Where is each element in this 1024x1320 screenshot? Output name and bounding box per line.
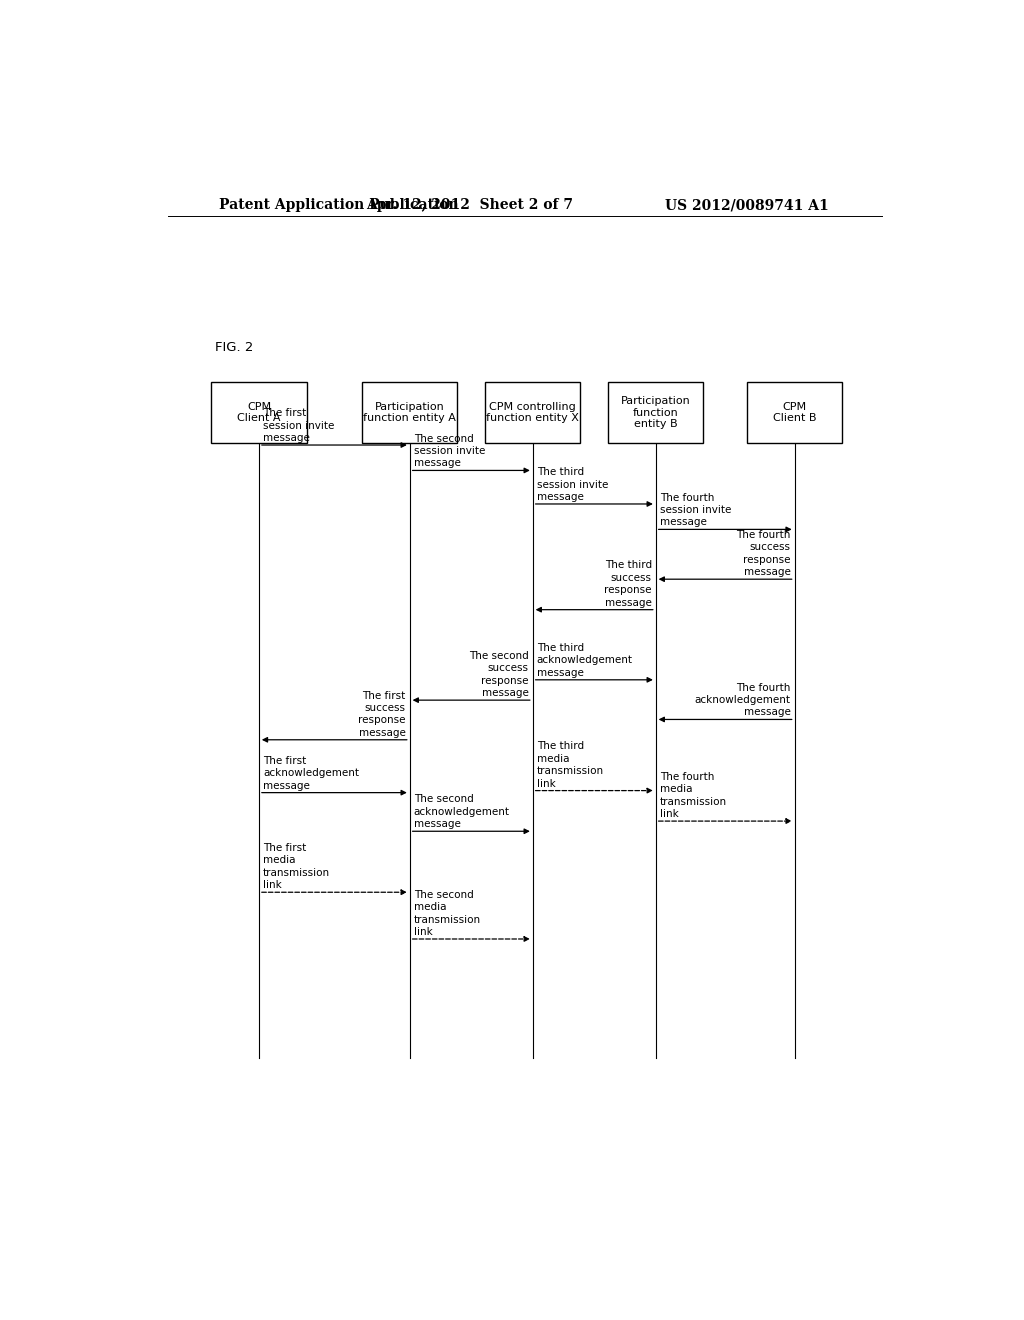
Text: The second
session invite
message: The second session invite message — [414, 433, 485, 469]
Bar — [211, 381, 306, 444]
Text: Patent Application Publication: Patent Application Publication — [219, 198, 459, 213]
Text: The second
media
transmission
link: The second media transmission link — [414, 890, 481, 937]
Bar — [362, 381, 458, 444]
Bar — [485, 381, 581, 444]
Text: The third
media
transmission
link: The third media transmission link — [537, 742, 604, 788]
Text: The third
success
response
message: The third success response message — [604, 561, 652, 607]
Text: The first
success
response
message: The first success response message — [358, 690, 406, 738]
Text: The second
success
response
message: The second success response message — [469, 651, 528, 698]
Text: Apr. 12, 2012  Sheet 2 of 7: Apr. 12, 2012 Sheet 2 of 7 — [366, 198, 572, 213]
Text: The second
acknowledgement
message: The second acknowledgement message — [414, 795, 510, 829]
Text: The first
media
transmission
link: The first media transmission link — [263, 843, 330, 890]
Text: The fourth
session invite
message: The fourth session invite message — [659, 492, 731, 528]
Bar — [748, 381, 842, 444]
Text: The third
session invite
message: The third session invite message — [537, 467, 608, 502]
Text: The fourth
success
response
message: The fourth success response message — [736, 529, 791, 577]
Text: Participation
function entity A: Participation function entity A — [364, 401, 456, 424]
Text: The fourth
acknowledgement
message: The fourth acknowledgement message — [694, 682, 791, 718]
Text: The first
session invite
message: The first session invite message — [263, 408, 334, 444]
Text: The fourth
media
transmission
link: The fourth media transmission link — [659, 772, 727, 818]
Text: CPM
Client A: CPM Client A — [238, 401, 281, 424]
Text: The third
acknowledgement
message: The third acknowledgement message — [537, 643, 633, 677]
Text: FIG. 2: FIG. 2 — [215, 341, 254, 354]
Text: Participation
function
entity B: Participation function entity B — [621, 396, 690, 429]
Text: US 2012/0089741 A1: US 2012/0089741 A1 — [666, 198, 828, 213]
Text: The first
acknowledgement
message: The first acknowledgement message — [263, 756, 359, 791]
Text: CPM
Client B: CPM Client B — [773, 401, 816, 424]
Text: CPM controlling
function entity X: CPM controlling function entity X — [486, 401, 580, 424]
Bar — [608, 381, 703, 444]
